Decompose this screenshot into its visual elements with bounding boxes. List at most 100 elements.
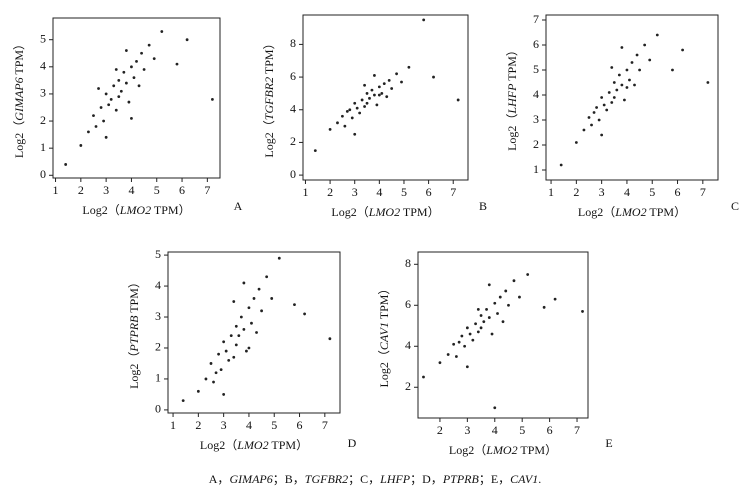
point <box>360 98 364 102</box>
y-tick-label: 5 <box>40 31 46 45</box>
point <box>250 321 253 325</box>
y-tick-label: 8 <box>405 256 411 270</box>
point <box>365 92 369 95</box>
point <box>456 98 460 102</box>
y-axis-label-part: PTPRB <box>127 315 141 353</box>
point <box>501 320 505 324</box>
point <box>142 68 146 71</box>
y-tick-label: 2 <box>155 340 161 354</box>
y-tick-label: 8 <box>290 36 296 50</box>
point <box>587 116 591 119</box>
caption-part: . <box>538 472 541 486</box>
y-tick-label: 6 <box>290 69 296 83</box>
panel-letter: B <box>479 199 487 213</box>
point <box>512 279 516 283</box>
point <box>610 101 614 104</box>
y-axis-label-part: TPM） <box>377 283 391 322</box>
y-axis-label: Log2（CAV1 TPM） <box>377 283 391 388</box>
point <box>127 100 131 104</box>
point <box>152 57 156 61</box>
x-tick-label: 4 <box>246 418 252 432</box>
point <box>242 328 246 331</box>
y-axis-label-part: Log2（ <box>262 120 276 157</box>
plot-frame <box>545 14 719 181</box>
point <box>630 61 634 64</box>
point <box>109 97 113 101</box>
y-axis-label-part: CAV1 <box>377 322 391 350</box>
x-axis-label: Log2（LMO2 TPM） <box>82 203 190 217</box>
y-axis-label-part: TPM） <box>505 44 519 83</box>
point <box>496 312 499 315</box>
point <box>612 96 616 99</box>
point <box>507 303 510 307</box>
x-tick-label: 5 <box>519 423 525 437</box>
point <box>635 53 639 57</box>
x-tick-label: 1 <box>548 185 554 199</box>
point <box>479 326 483 330</box>
point <box>373 74 376 77</box>
point <box>181 399 185 403</box>
point <box>655 33 659 37</box>
point <box>553 297 557 301</box>
point <box>117 78 121 82</box>
point <box>493 406 497 410</box>
y-tick-label: 2 <box>290 134 296 148</box>
x-axis-label-part: TPM） <box>518 443 557 457</box>
point <box>382 82 386 86</box>
y-tick-label: 5 <box>533 62 539 76</box>
point <box>493 301 497 305</box>
point <box>595 106 598 109</box>
point <box>452 342 456 346</box>
point <box>242 281 246 285</box>
x-tick-label: 6 <box>297 418 303 432</box>
point <box>97 87 100 90</box>
point <box>600 96 604 99</box>
point <box>648 58 652 62</box>
point <box>124 49 128 52</box>
point <box>395 72 398 76</box>
point <box>343 124 347 128</box>
point <box>336 121 339 125</box>
y-tick-label: 7 <box>533 12 539 26</box>
point <box>542 305 546 309</box>
point <box>229 334 233 337</box>
point <box>252 297 256 300</box>
point <box>140 51 143 55</box>
point <box>597 118 601 122</box>
point <box>363 105 366 108</box>
point <box>526 273 530 276</box>
y-axis-label-part: Log2（ <box>127 352 141 389</box>
point <box>87 130 90 134</box>
point <box>270 297 274 300</box>
caption-part: ；B， <box>273 472 305 486</box>
point <box>390 87 394 90</box>
y-tick-label: 4 <box>40 59 46 73</box>
point <box>277 256 281 260</box>
point <box>370 88 374 92</box>
y-tick-label: 2 <box>533 137 539 151</box>
x-tick-label: 5 <box>401 185 407 199</box>
point <box>255 331 258 334</box>
point <box>681 48 684 52</box>
x-axis-label-part: TPM） <box>400 205 439 219</box>
y-axis-label-part: Log2（ <box>377 350 391 387</box>
point <box>380 92 384 95</box>
point <box>590 123 593 127</box>
point <box>625 68 629 72</box>
point <box>490 332 494 336</box>
point <box>175 62 179 66</box>
point <box>620 46 624 49</box>
caption-part: LHFP <box>379 472 411 486</box>
point <box>615 88 619 92</box>
x-tick-label: 7 <box>204 183 210 197</box>
point <box>328 337 332 341</box>
plot-frame <box>52 17 221 179</box>
point <box>368 96 371 100</box>
point <box>518 295 521 299</box>
point <box>92 114 95 118</box>
point <box>265 275 269 279</box>
point <box>348 108 352 112</box>
point <box>247 306 251 310</box>
point <box>112 84 116 88</box>
point <box>79 144 83 147</box>
